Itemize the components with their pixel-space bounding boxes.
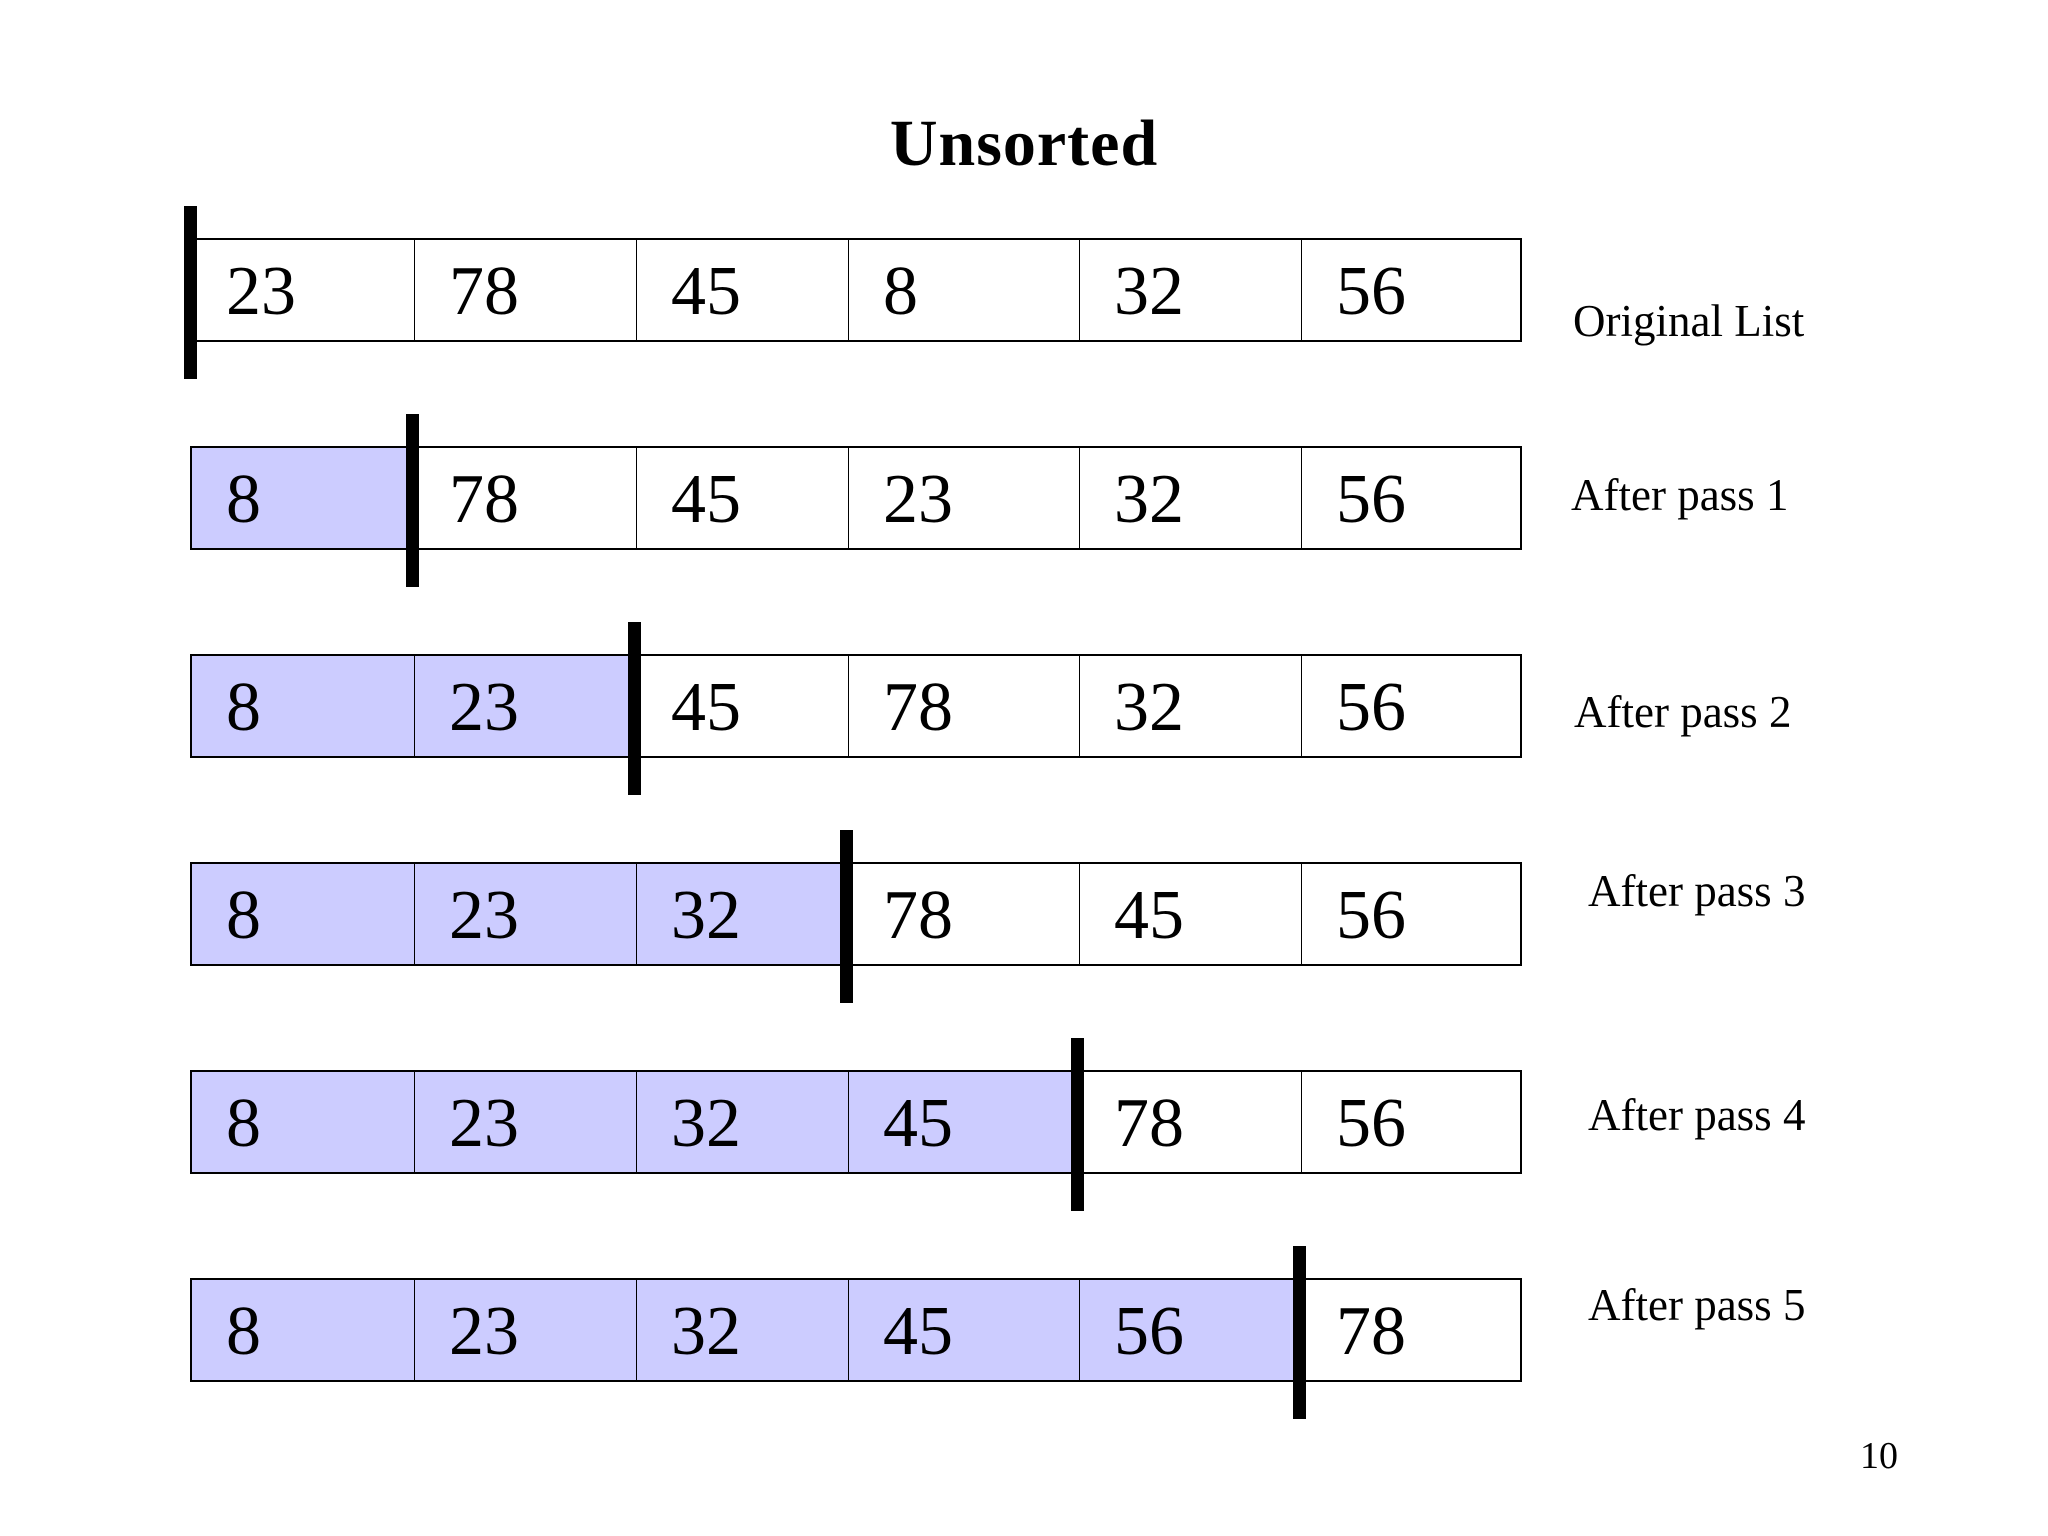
sorted-boundary-marker (1071, 1038, 1084, 1211)
unsorted-cell: 56 (1301, 656, 1524, 756)
row-label: After pass 3 (1588, 866, 1806, 916)
sorted-cell: 23 (414, 656, 636, 756)
sorted-cell: 56 (1079, 1280, 1301, 1380)
unsorted-cell: 56 (1301, 240, 1524, 340)
pass-row: 8 23 32 45 56 78 (0, 1246, 2048, 1426)
pass-row: 23 78 45 8 32 56 (0, 206, 2048, 386)
unsorted-cell: 56 (1301, 448, 1524, 548)
unsorted-cell: 23 (226, 253, 296, 330)
sorted-boundary-marker (406, 414, 419, 587)
array-box: 8 23 32 45 56 78 (190, 1278, 1522, 1382)
sorted-boundary-marker (184, 206, 197, 379)
row-label: After pass 5 (1588, 1280, 1806, 1330)
unsorted-cell: 32 (1079, 240, 1301, 340)
sorted-cell: 45 (848, 1280, 1079, 1380)
unsorted-cell: 32 (1079, 448, 1301, 548)
unsorted-cell: 56 (1301, 864, 1524, 964)
row-label: After pass 2 (1574, 687, 1792, 737)
sorted-cell: 23 (414, 864, 636, 964)
pass-row: 8 78 45 23 32 56 (0, 414, 2048, 594)
unsorted-cell: 56 (1301, 1072, 1524, 1172)
unsorted-cell: 45 (636, 448, 848, 548)
sorted-boundary-marker (1293, 1246, 1306, 1419)
unsorted-cell: 78 (414, 240, 636, 340)
row-label: Original List (1573, 296, 1805, 346)
unsorted-cell: 78 (848, 864, 1079, 964)
unsorted-cell: 78 (848, 656, 1079, 756)
row-label: After pass 1 (1571, 470, 1789, 520)
unsorted-cell: 45 (636, 656, 848, 756)
pass-row: 8 23 32 45 78 56 (0, 1038, 2048, 1218)
slide-title: Unsorted (889, 107, 1159, 180)
sorted-cell: 23 (414, 1280, 636, 1380)
array-box: 8 23 45 78 32 56 (190, 654, 1522, 758)
sorted-cell: 32 (636, 1280, 848, 1380)
unsorted-cell: 32 (1079, 656, 1301, 756)
sorted-cell: 8 (192, 864, 414, 964)
array-box: 8 23 32 78 45 56 (190, 862, 1522, 966)
sorted-cell: 45 (848, 1072, 1079, 1172)
array-box: 8 23 32 45 78 56 (190, 1070, 1522, 1174)
unsorted-cell: 78 (414, 448, 636, 548)
unsorted-cell: 45 (1079, 864, 1301, 964)
pass-row: 8 23 32 78 45 56 (0, 830, 2048, 1010)
sorted-cell: 8 (192, 1072, 414, 1172)
sorted-cell: 8 (192, 656, 414, 756)
page-number: 10 (1860, 1435, 1898, 1477)
row-label: After pass 4 (1588, 1090, 1806, 1140)
sorted-boundary-marker (628, 622, 641, 795)
unsorted-cell: 23 (848, 448, 1079, 548)
sorted-cell: 23 (414, 1072, 636, 1172)
unsorted-cell: 78 (1301, 1280, 1524, 1380)
sorted-cell: 32 (636, 864, 848, 964)
array-box: 8 78 45 23 32 56 (190, 446, 1522, 550)
sorted-cell: 8 (192, 1280, 414, 1380)
array-box: 23 78 45 8 32 56 (190, 238, 1522, 342)
unsorted-cell: 8 (848, 240, 1079, 340)
sorted-boundary-marker (840, 830, 853, 1003)
unsorted-cell: 45 (636, 240, 848, 340)
sorted-cell: 8 (192, 448, 414, 548)
pass-row: 8 23 45 78 32 56 (0, 622, 2048, 802)
unsorted-cell: 78 (1079, 1072, 1301, 1172)
sorted-cell: 32 (636, 1072, 848, 1172)
